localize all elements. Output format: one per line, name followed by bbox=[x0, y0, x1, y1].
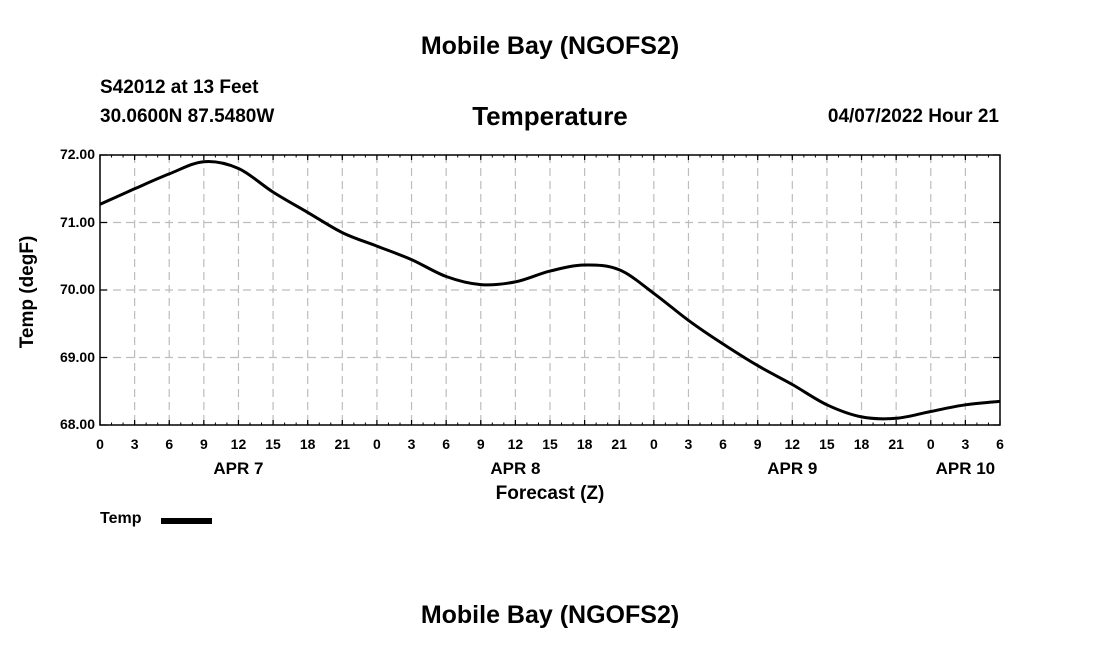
x-tick-label: 21 bbox=[334, 436, 351, 452]
x-tick-label: 18 bbox=[853, 436, 870, 452]
x-tick-label: 21 bbox=[611, 436, 627, 452]
forecast-datetime: 04/07/2022 Hour 21 bbox=[827, 106, 999, 127]
x-tick-label: 3 bbox=[684, 436, 693, 452]
axis-ticks bbox=[99, 154, 1001, 426]
x-tick-label: 12 bbox=[784, 436, 801, 452]
day-label: APR 8 bbox=[490, 459, 541, 478]
station-coords: 30.0600N 87.5480W bbox=[100, 106, 275, 127]
x-tick-label: 3 bbox=[407, 436, 416, 452]
x-tick-label: 0 bbox=[373, 436, 381, 452]
temp-series-line bbox=[99, 160, 1001, 421]
legend-line-swatch bbox=[161, 518, 212, 524]
x-tick-label: 9 bbox=[753, 436, 762, 452]
grid-lines bbox=[100, 155, 1000, 425]
x-tick-label: 6 bbox=[442, 436, 451, 452]
x-tick-label: 3 bbox=[130, 436, 139, 452]
y-tick-label: 72.00 bbox=[59, 146, 95, 162]
day-label: APR 7 bbox=[213, 459, 264, 478]
y-tick-label: 69.00 bbox=[59, 348, 95, 365]
day-label: APR 10 bbox=[935, 459, 996, 478]
y-axis-label: Temp (degF) bbox=[17, 235, 38, 349]
x-tick-label: 18 bbox=[576, 436, 593, 452]
y-tick-label: 68.00 bbox=[59, 416, 95, 432]
x-tick-label: 6 bbox=[996, 436, 1004, 452]
x-tick-label: 15 bbox=[542, 436, 558, 452]
x-tick-label: 18 bbox=[299, 436, 316, 452]
chart-title: Temperature bbox=[472, 101, 628, 131]
x-tick-label: 3 bbox=[961, 436, 970, 452]
y-tick-label: 70.00 bbox=[59, 281, 95, 297]
x-tick-label: 9 bbox=[476, 436, 485, 452]
legend-label: Temp bbox=[100, 510, 142, 527]
chart-top-title: Mobile Bay (NGOFS2) bbox=[420, 32, 680, 60]
station-label: S42012 at 13 Feet bbox=[100, 77, 259, 98]
chart-bottom-title: Mobile Bay (NGOFS2) bbox=[420, 601, 680, 629]
x-tick-label: 0 bbox=[926, 436, 935, 452]
x-tick-label: 0 bbox=[649, 436, 658, 452]
x-tick-label: 21 bbox=[888, 436, 904, 452]
x-tick-label: 15 bbox=[265, 436, 281, 452]
x-axis-label: Forecast (Z) bbox=[495, 483, 605, 504]
x-tick-label: 0 bbox=[96, 436, 104, 452]
x-tick-label: 15 bbox=[819, 436, 835, 452]
x-tick-label: 12 bbox=[230, 436, 247, 452]
y-tick-label: 71.00 bbox=[59, 213, 95, 230]
x-tick-label: 6 bbox=[165, 436, 174, 452]
x-tick-label: 12 bbox=[507, 436, 524, 452]
x-tick-label: 6 bbox=[719, 436, 727, 452]
day-label: APR 9 bbox=[767, 459, 818, 478]
x-tick-label: 9 bbox=[199, 436, 208, 452]
